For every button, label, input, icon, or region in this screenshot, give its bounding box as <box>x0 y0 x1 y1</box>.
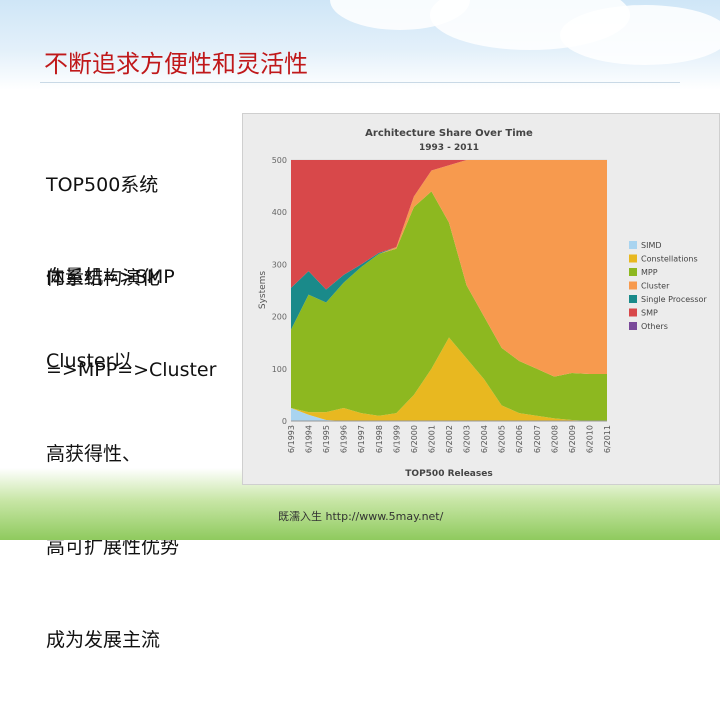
x-tick-label: 6/2011 <box>603 425 612 453</box>
x-tick-label: 6/1996 <box>340 425 349 453</box>
bullet-line: TOP500系统 <box>46 174 159 196</box>
area-series-mpp <box>291 191 607 421</box>
chart-subtitle: 1993 - 2011 <box>419 143 479 153</box>
area-series-constellations <box>291 337 607 421</box>
x-tick-label: 6/2008 <box>550 425 559 453</box>
bullet-line: 向量机=>SMP <box>46 266 175 288</box>
x-tick-label: 6/2006 <box>515 425 524 453</box>
y-tick-label: 300 <box>272 260 287 269</box>
legend-swatch <box>629 268 637 276</box>
architecture-share-chart: Architecture Share Over Time 1993 - 2011… <box>258 128 707 479</box>
legend-label: Constellations <box>641 255 698 264</box>
x-tick-label: 6/1997 <box>357 425 366 453</box>
y-tick-label: 0 <box>282 417 287 426</box>
slide-title: 不断追求方便性和灵活性 <box>44 50 308 78</box>
legend-swatch <box>629 295 637 303</box>
footer-text: 既濡入生 http://www.5may.net/ <box>278 510 444 523</box>
legend-swatch <box>629 241 637 249</box>
x-tick-label: 6/2000 <box>410 425 419 453</box>
legend-label: Cluster <box>641 282 670 291</box>
legend-swatch <box>629 281 637 290</box>
chart-legend: SIMD Constellations MPP Cluster Single Proce… <box>629 241 707 331</box>
legend-swatch <box>629 308 637 317</box>
x-tick-label: 6/1998 <box>375 425 384 453</box>
chart-title: Architecture Share Over Time <box>365 128 533 139</box>
cloud-shape <box>560 5 720 65</box>
x-tick-label: 6/1999 <box>392 425 401 453</box>
bullet-line: Cluster以 <box>46 350 133 372</box>
legend-label: SIMD <box>641 241 662 250</box>
x-tick-label: 6/2007 <box>533 425 542 453</box>
x-tick-label: 6/1993 <box>287 425 296 453</box>
x-axis-label: TOP500 Releases <box>405 469 492 479</box>
bullet-line: 成为发展主流 <box>46 629 161 651</box>
title-divider <box>40 82 680 83</box>
legend-swatch <box>629 254 637 263</box>
y-tick-label: 400 <box>272 208 287 217</box>
legend-label: SMP <box>641 309 658 318</box>
bullet-line: 体系结构演化 <box>46 267 161 289</box>
x-tick-label: 6/2001 <box>427 425 436 453</box>
bullet-item: 向量机=>SMP =>MPP=>Cluster <box>46 200 216 448</box>
y-tick-label: 200 <box>272 313 287 322</box>
y-axis-label: Systems <box>258 271 268 310</box>
legend-label: Single Processor <box>641 295 707 304</box>
x-tick-label: 6/1995 <box>322 425 331 453</box>
x-tick-label: 6/2004 <box>480 425 489 453</box>
legend-label: MPP <box>641 268 658 277</box>
plot-area: 0 100 200 300 400 500 6/1993 6/1994 6/1995 6/1996… <box>272 156 612 453</box>
area-series-smp <box>291 160 607 290</box>
bullet-line: =>MPP=>Cluster <box>46 359 217 381</box>
x-tick-label: 6/2009 <box>568 425 577 453</box>
x-tick-label: 6/2010 <box>585 425 594 453</box>
x-tick-label: 6/2003 <box>463 425 472 453</box>
legend-swatch <box>629 322 637 330</box>
y-tick-label: 100 <box>272 365 287 374</box>
x-tick-label: 6/1994 <box>305 425 314 453</box>
bullet-line: 高获得性、 <box>46 443 142 465</box>
bullet-item: TOP500系统 体系结构演化 <box>46 108 160 356</box>
x-tick-label: 6/2005 <box>498 425 507 453</box>
area-series-cluster <box>291 160 607 377</box>
area-series-simd <box>291 407 607 421</box>
legend-label: Others <box>641 322 668 331</box>
y-tick-label: 500 <box>272 156 287 165</box>
chart-frame: Architecture Share Over Time 1993 - 2011… <box>242 113 720 485</box>
x-tick-label: 6/2002 <box>445 425 454 453</box>
